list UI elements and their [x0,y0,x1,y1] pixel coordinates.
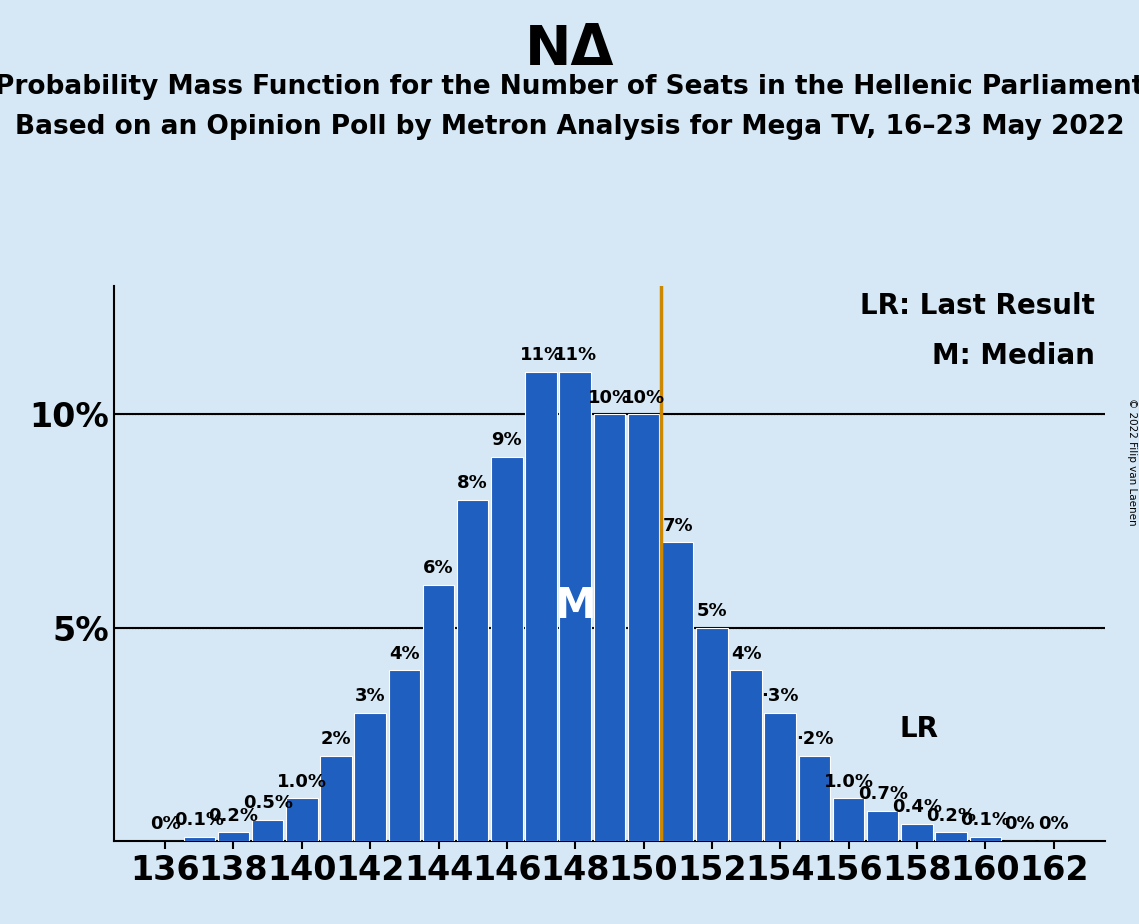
Text: 0.4%: 0.4% [892,798,942,816]
Bar [423,585,454,841]
Bar [935,833,967,841]
Bar [320,756,352,841]
Text: 0%: 0% [1005,815,1034,833]
Text: 2%: 2% [321,730,351,748]
Text: 5%: 5% [697,602,727,620]
Text: 6%: 6% [424,559,453,578]
Text: M: M [555,585,596,627]
Bar [559,371,591,841]
Text: 11%: 11% [554,346,597,364]
Bar [662,542,694,841]
Text: 10%: 10% [622,389,665,407]
Text: ·3%: ·3% [762,687,798,705]
Bar [183,836,215,841]
Text: 1.0%: 1.0% [823,772,874,791]
Bar [525,371,557,841]
Bar [354,713,386,841]
Text: 11%: 11% [519,346,563,364]
Text: Probability Mass Function for the Number of Seats in the Hellenic Parliament: Probability Mass Function for the Number… [0,74,1139,100]
Bar [696,627,728,841]
Text: 0%: 0% [150,815,180,833]
Text: 7%: 7% [663,517,693,535]
Text: ·2%: ·2% [796,730,833,748]
Bar [388,670,420,841]
Text: 8%: 8% [458,474,487,492]
Text: LR: LR [900,715,939,743]
Bar [457,500,489,841]
Bar [867,811,899,841]
Text: © 2022 Filip van Laenen: © 2022 Filip van Laenen [1126,398,1137,526]
Text: 0%: 0% [1039,815,1068,833]
Bar [798,756,830,841]
Text: Based on an Opinion Poll by Metron Analysis for Mega TV, 16–23 May 2022: Based on an Opinion Poll by Metron Analy… [15,114,1124,140]
Bar [286,798,318,841]
Text: 4%: 4% [390,645,419,663]
Bar [833,798,865,841]
Text: LR: Last Result: LR: Last Result [860,292,1095,320]
Text: 0.1%: 0.1% [174,811,224,829]
Text: 3%: 3% [355,687,385,705]
Bar [628,414,659,841]
Text: 10%: 10% [588,389,631,407]
Bar [730,670,762,841]
Text: 9%: 9% [492,432,522,449]
Text: M: Median: M: Median [932,342,1095,370]
Text: 1.0%: 1.0% [277,772,327,791]
Text: 0.2%: 0.2% [926,807,976,824]
Text: NΔ: NΔ [525,23,614,77]
Text: 4%: 4% [731,645,761,663]
Text: 0.1%: 0.1% [960,811,1010,829]
Bar [764,713,796,841]
Bar [593,414,625,841]
Bar [969,836,1001,841]
Bar [252,820,284,841]
Text: 0.5%: 0.5% [243,794,293,812]
Bar [218,833,249,841]
Bar [491,457,523,841]
Text: 0.2%: 0.2% [208,807,259,824]
Text: 0.7%: 0.7% [858,785,908,803]
Bar [901,824,933,841]
